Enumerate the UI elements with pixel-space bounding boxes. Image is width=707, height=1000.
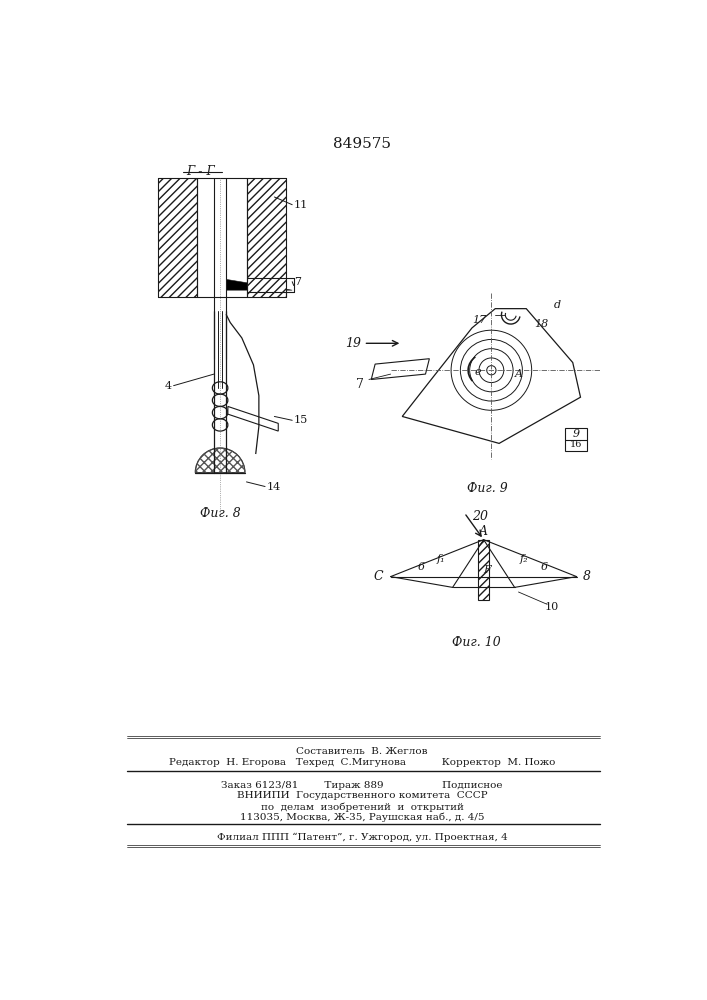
Text: A: A [479,525,488,538]
Text: 6: 6 [541,562,548,572]
Text: 16: 16 [570,440,582,449]
Text: 10: 10 [544,602,559,612]
Text: 4: 4 [165,381,172,391]
Text: C: C [373,570,383,583]
Text: 849575: 849575 [333,137,391,151]
Text: 11: 11 [293,200,308,210]
Text: Заказ 6123/81        Тираж 889                  Подписное: Заказ 6123/81 Тираж 889 Подписное [221,781,503,790]
Bar [478,540,489,600]
Text: 20: 20 [472,510,488,523]
Polygon shape [402,309,580,443]
Text: Составитель  В. Жеглов: Составитель В. Жеглов [296,747,428,756]
Text: 15: 15 [293,415,308,425]
Wedge shape [195,448,245,473]
Text: по  делам  изобретений  и  открытий: по делам изобретений и открытий [260,802,463,812]
Text: F: F [484,565,491,575]
Text: 18: 18 [534,319,549,329]
Text: Фиг. 8: Фиг. 8 [200,507,240,520]
Text: 6: 6 [418,562,425,572]
Text: 14: 14 [267,482,281,492]
Bar [247,178,286,297]
Polygon shape [228,406,279,431]
Text: f₁: f₁ [437,554,445,564]
Text: 9: 9 [572,429,580,439]
Text: 7: 7 [293,277,300,287]
Text: 17: 17 [472,315,487,325]
Text: Филиал ППП “Патент”, г. Ужгород, ул. Проектная, 4: Филиал ППП “Патент”, г. Ужгород, ул. Про… [216,833,508,842]
Bar [197,178,247,297]
Text: 8: 8 [583,570,591,583]
Bar [158,178,197,297]
Text: Г - Г: Г - Г [187,165,215,178]
Text: 113035, Москва, Ж-35, Раушская наб., д. 4/5: 113035, Москва, Ж-35, Раушская наб., д. … [240,813,484,822]
Text: 7: 7 [356,378,363,391]
Text: ВНИИПИ  Государственного комитета  СССР: ВНИИПИ Государственного комитета СССР [237,791,487,800]
Bar [247,278,286,292]
Text: Фиг. 10: Фиг. 10 [452,636,501,649]
Polygon shape [371,359,429,379]
Text: f₂: f₂ [520,554,528,564]
Text: A: A [515,369,522,379]
Polygon shape [226,279,292,290]
Text: e: e [474,367,481,377]
Text: Редактор  Н. Егорова   Техред  С.Мигунова           Корректор  М. Пожо: Редактор Н. Егорова Техред С.Мигунова Ко… [169,758,555,767]
Text: d: d [554,300,561,310]
Bar [565,428,587,451]
Text: Фиг. 9: Фиг. 9 [467,482,508,495]
Text: 19: 19 [345,337,361,350]
